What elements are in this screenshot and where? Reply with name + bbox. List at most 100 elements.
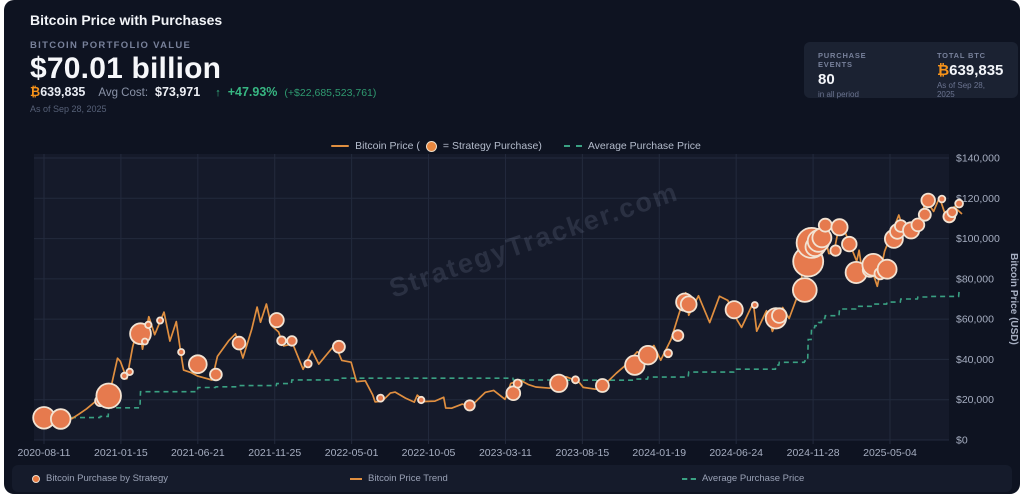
bottom-legend-purchase: Bitcoin Purchase by Strategy	[32, 465, 168, 492]
total-btc-stat: TOTAL BTC ₿639,835 As of Sep 28, 2025	[936, 51, 1004, 99]
purchase-events-value: 80	[818, 71, 835, 88]
bottom-legend-price: Bitcoin Price Trend	[350, 465, 448, 492]
x-tick-label: 2022-10-05	[402, 447, 456, 459]
purchase-bubble[interactable]	[910, 217, 926, 233]
purchase-bubble[interactable]	[750, 301, 759, 309]
purchase-bubble[interactable]	[829, 244, 842, 257]
purchase-bubble[interactable]	[286, 335, 298, 347]
purchase-bubble[interactable]	[331, 339, 346, 354]
portfolio-value-label: BITCOIN PORTFOLIO VALUE	[30, 40, 192, 51]
purchase-bubble[interactable]	[571, 375, 580, 385]
purchase-events-sub: in all period	[818, 90, 859, 99]
y-tick-label: $0	[956, 435, 968, 447]
x-tick-label: 2024-06-24	[709, 447, 763, 459]
purchase-bubble[interactable]	[876, 258, 898, 280]
purchase-bubble[interactable]	[303, 359, 313, 369]
gain-percent: +47.93%	[227, 85, 278, 99]
x-tick-label: 2023-08-15	[555, 447, 609, 459]
portfolio-stats-row: ₿639,835 Avg Cost: $73,971 ↑ +47.93% (+$…	[30, 85, 376, 99]
purchase-bubble[interactable]	[231, 335, 247, 351]
purchase-bubble[interactable]	[549, 373, 569, 393]
legend-price-label: Bitcoin Price (	[355, 140, 420, 152]
bitcoin-price-chart[interactable]: $0 $20,000 $40,000 $60,000 $80,000 $100,000 $1…	[4, 0, 1020, 494]
purchase-bubble[interactable]	[417, 395, 426, 405]
bitcoin-icon: ₿	[936, 62, 950, 79]
portfolio-value: $70.01 billion	[30, 52, 222, 85]
gain-up-arrow-icon: ↑	[215, 87, 221, 99]
x-tick-label: 2024-11-28	[787, 447, 840, 459]
x-tick-label: 2021-06-21	[171, 447, 225, 459]
avg-cost-value: $73,971	[155, 85, 201, 99]
purchase-bubble[interactable]	[954, 198, 964, 209]
purchase-events-stat: PURCHASE EVENTS 80 in all period	[818, 51, 903, 99]
purchase-bubble[interactable]	[144, 320, 153, 329]
purchase-bubble[interactable]	[671, 329, 685, 342]
y-tick-label: $100,000	[956, 233, 1000, 245]
x-tick-label: 2025-05-04	[863, 447, 917, 459]
purchase-bubble[interactable]	[177, 348, 186, 357]
bottom-legend-average: Average Purchase Price	[682, 465, 804, 492]
x-tick-label: 2022-05-01	[325, 447, 379, 459]
total-btc-label: TOTAL BTC	[936, 51, 986, 60]
purchase-bubble[interactable]	[376, 393, 385, 403]
purchase-bubble[interactable]	[140, 337, 149, 346]
y-tick-label: $60,000	[956, 314, 994, 326]
btc-holdings: 639,835	[40, 85, 86, 99]
purchase-bubble[interactable]	[679, 295, 698, 314]
strategy-purchase-dot-icon	[425, 140, 437, 152]
avg-dash-icon	[682, 477, 696, 480]
purchase-bubble[interactable]	[637, 345, 659, 366]
purchase-bubble[interactable]	[505, 385, 522, 402]
purchase-bubble[interactable]	[125, 367, 134, 376]
purchase-bubble[interactable]	[841, 235, 858, 253]
total-btc-sub: As of Sep 28, 2025	[936, 81, 985, 99]
x-tick-label: 2024-01-19	[632, 447, 686, 459]
purchase-bubble[interactable]	[95, 382, 122, 410]
purchase-bubble[interactable]	[946, 206, 958, 219]
purchase-bubble[interactable]	[463, 399, 476, 412]
purchase-bubble[interactable]	[512, 378, 523, 389]
summary-panel: PURCHASE EVENTS 80 in all period TOTAL B…	[804, 42, 1018, 99]
purchase-bubble[interactable]	[156, 316, 165, 325]
purchase-bubble[interactable]	[268, 312, 285, 329]
purchase-dot-icon	[32, 474, 40, 483]
purchase-bubble[interactable]	[595, 378, 610, 393]
bottom-legend-bar: Bitcoin Purchase by Strategy Bitcoin Pri…	[12, 465, 1012, 492]
purchase-bubble[interactable]	[830, 218, 849, 237]
total-btc-value: ₿639,835	[936, 62, 1004, 79]
purchase-bubble[interactable]	[120, 371, 129, 380]
purchase-bubble[interactable]	[209, 367, 223, 382]
purchase-bubble[interactable]	[50, 408, 72, 430]
x-tick-label: 2021-11-25	[248, 447, 301, 459]
price-line-icon	[350, 477, 362, 480]
chart-legend: Bitcoin Price ( = Strategy Purchase) Ave…	[4, 140, 1020, 152]
y-tick-label: $20,000	[956, 394, 994, 406]
purchase-bubble[interactable]	[937, 194, 947, 204]
y-tick-label: $140,000	[956, 153, 1000, 165]
average-price-line	[44, 290, 962, 419]
purchase-bubble[interactable]	[771, 307, 788, 324]
avg-line-swatch-icon	[563, 145, 582, 147]
purchase-bubble[interactable]	[917, 207, 932, 222]
x-tick-label: 2021-01-15	[94, 447, 148, 459]
legend-avg-label: Average Purchase Price	[587, 140, 701, 152]
page-title: Bitcoin Price with Purchases	[30, 12, 223, 28]
purchase-events-label: PURCHASE EVENTS	[818, 51, 867, 69]
purchase-bubble[interactable]	[724, 300, 744, 320]
x-tick-label: 2020-08-11	[18, 447, 71, 459]
purchase-bubble[interactable]	[276, 335, 287, 347]
purchase-bubbles	[32, 192, 964, 430]
purchase-bubble[interactable]	[920, 192, 936, 209]
purchase-bubble[interactable]	[817, 217, 833, 233]
purchase-bubble[interactable]	[663, 348, 673, 359]
purchase-bubble[interactable]	[791, 277, 818, 303]
legend-price-label-suffix: = Strategy Purchase)	[442, 140, 542, 152]
x-tick-label: 2023-03-11	[479, 447, 532, 459]
y-tick-label: $120,000	[956, 193, 1000, 205]
x-axis-labels: 2020-08-11 2021-01-15 2021-06-21 2021-11-25…	[18, 447, 917, 459]
y-axis-labels: $0 $20,000 $40,000 $60,000 $80,000 $100,000 $1…	[956, 153, 1000, 447]
gain-amount: (+$22,685,523,761)	[284, 87, 377, 99]
as-of-date: As of Sep 28, 2025	[30, 104, 107, 114]
avg-cost-label: Avg Cost:	[98, 87, 149, 99]
purchase-bubble[interactable]	[188, 354, 208, 375]
